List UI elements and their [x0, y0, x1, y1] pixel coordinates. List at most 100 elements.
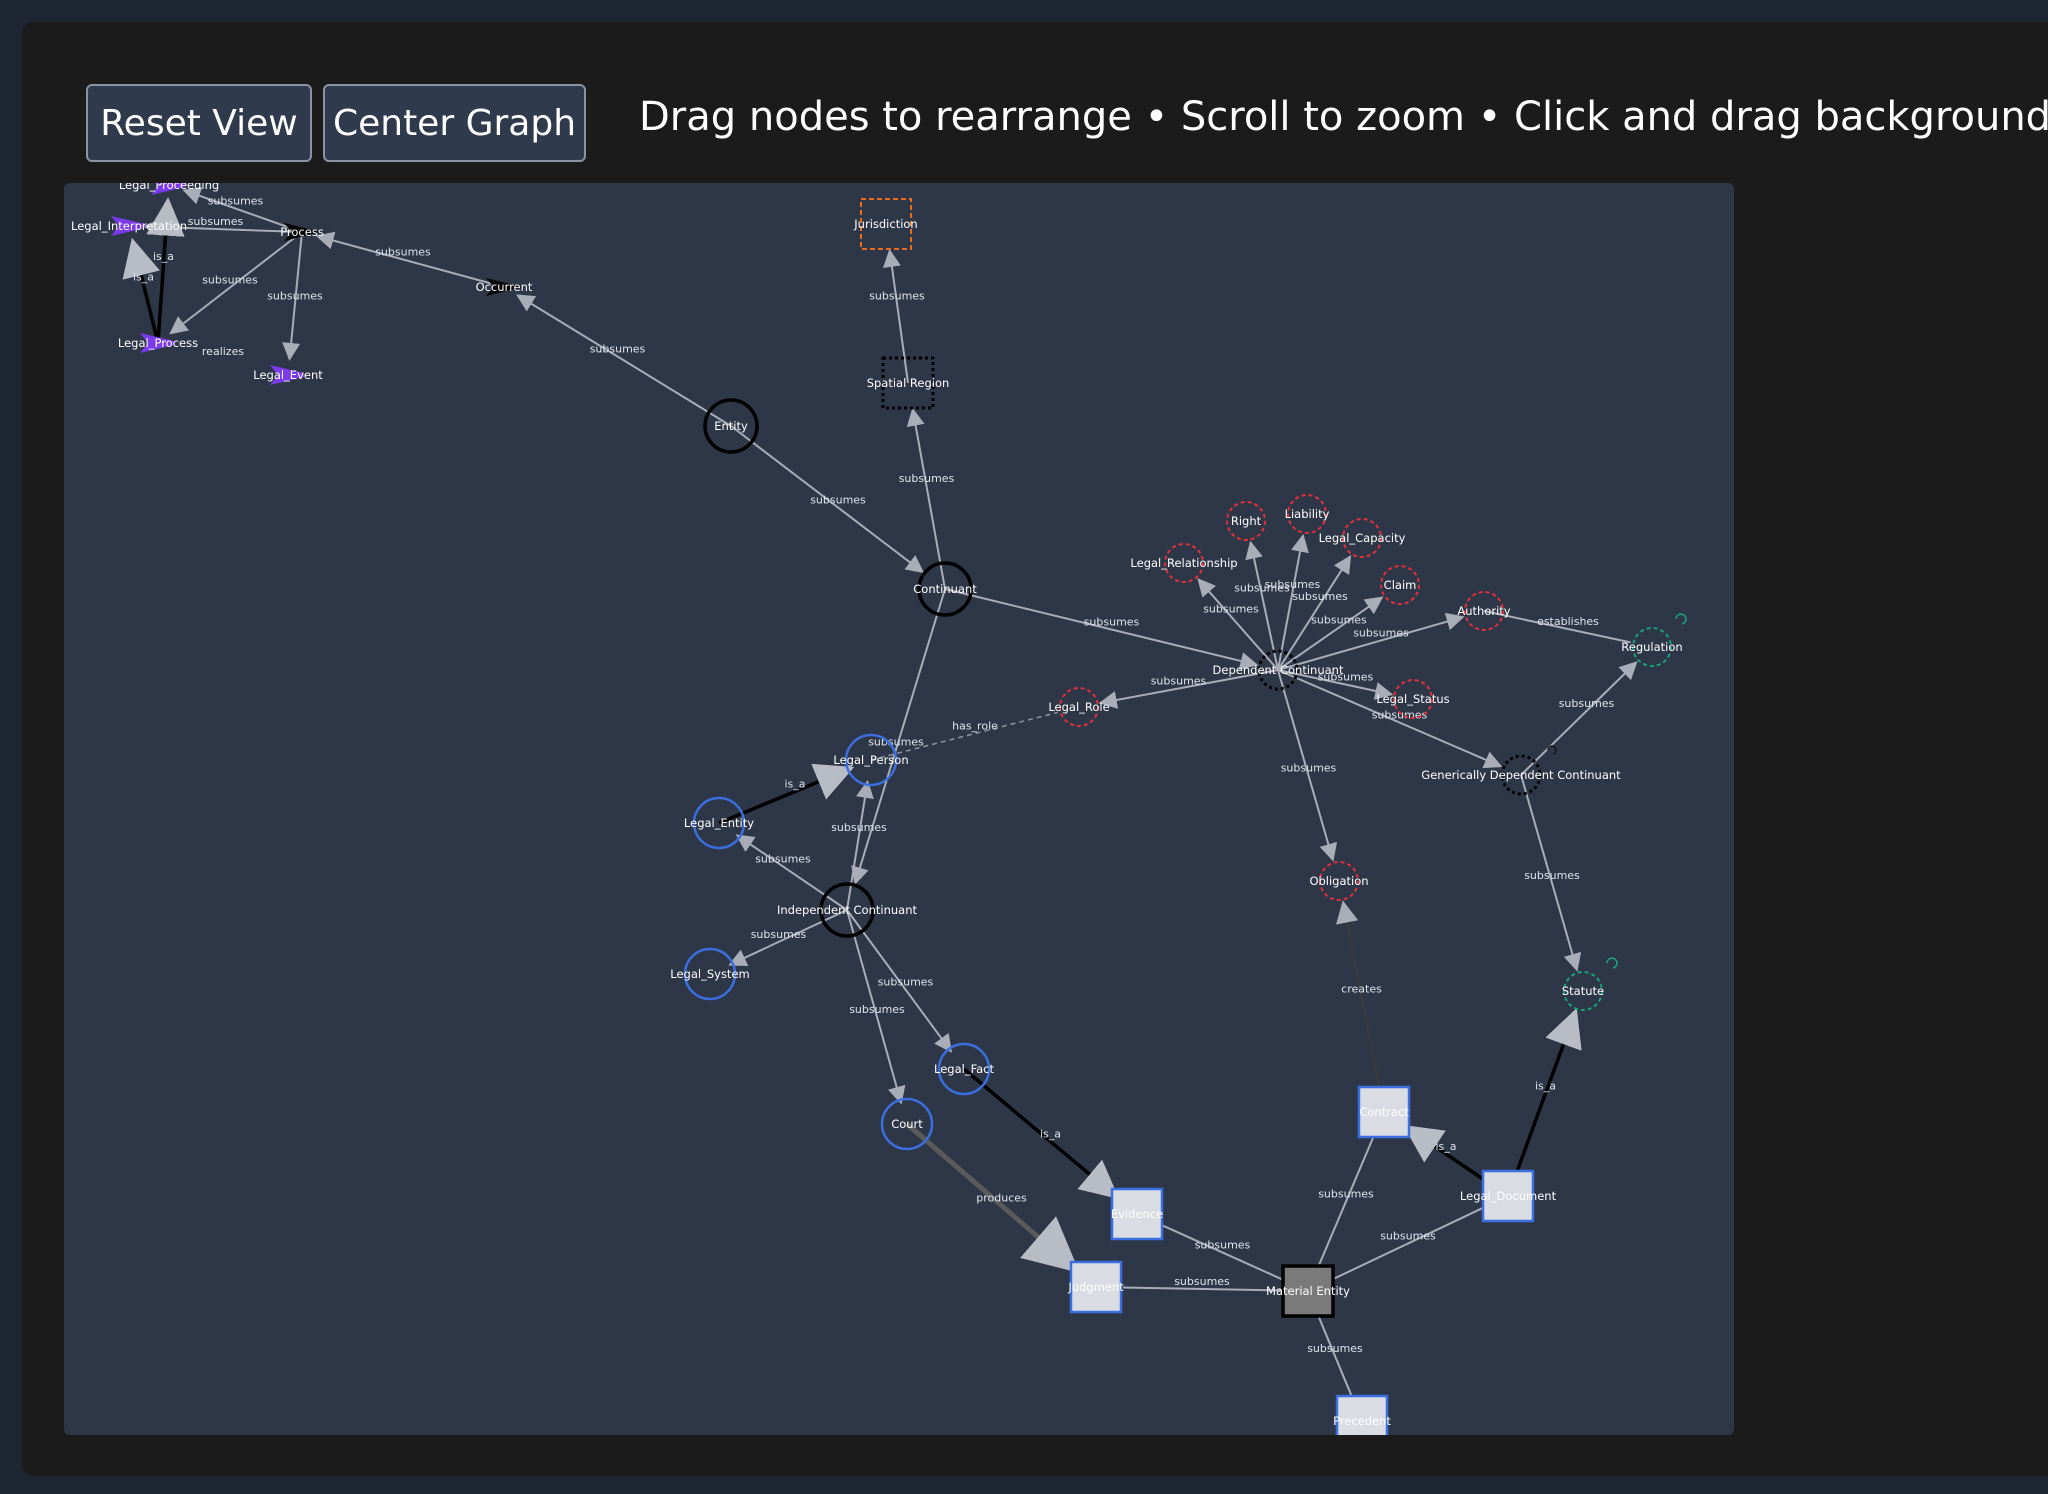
node-shape: [1632, 627, 1672, 667]
node-label: Precedent: [1333, 1414, 1391, 1428]
node-regulation[interactable]: Regulation: [1621, 613, 1687, 667]
node-shape: [1319, 861, 1359, 901]
node-label: Court: [891, 1117, 923, 1131]
node-label: Right: [1231, 514, 1262, 528]
node-entity[interactable]: Entity: [703, 398, 759, 454]
node-dependent_continuant[interactable]: Dependent Continuant: [1213, 649, 1344, 691]
node-continuant[interactable]: Continuant: [913, 561, 977, 617]
edge-independent_continuant-legal_entity: [735, 834, 848, 911]
edge-legal_document-statute: [1506, 1008, 1582, 1197]
node-legal_process[interactable]: Legal_Process: [118, 333, 198, 353]
node-shape: [683, 947, 737, 1001]
edge-independent_continuant-court: [846, 909, 906, 1105]
node-label: Legal_Entity: [684, 816, 754, 830]
node-label: Obligation: [1309, 874, 1368, 888]
node-legal_fact[interactable]: Legal_Fact: [934, 1042, 995, 1096]
node-legal_event[interactable]: Legal_Event: [253, 365, 323, 385]
node-shape: [1164, 543, 1204, 583]
node-judgment[interactable]: Judgment: [1067, 1260, 1124, 1314]
edge-label: subsumes: [202, 274, 258, 287]
node-process[interactable]: Process: [280, 223, 324, 241]
node-shape: [860, 198, 912, 250]
node-label: Legal_Capacity: [1319, 531, 1406, 545]
edge-label: establishes: [1537, 615, 1599, 628]
edge-label: subsumes: [590, 343, 646, 356]
node-label: Legal_Fact: [934, 1062, 995, 1076]
node-obligation[interactable]: Obligation: [1309, 861, 1369, 901]
edge-dependent_continuant-legal_role: [1098, 669, 1279, 709]
node-independent_continuant[interactable]: Independent Continuant: [777, 882, 918, 938]
node-shape: [1481, 1169, 1535, 1223]
node-authority[interactable]: Authority: [1457, 591, 1511, 631]
node-label: Contract: [1359, 1105, 1409, 1119]
node-liability[interactable]: Liability: [1285, 494, 1330, 534]
node-shape: [1500, 754, 1542, 796]
node-shape: [1357, 1085, 1411, 1139]
edge-label: subsumes: [1265, 578, 1321, 591]
node-label: Legal_Relationship: [1130, 556, 1237, 570]
edge-label: subsumes: [1234, 582, 1290, 595]
edge-label: realizes: [202, 345, 244, 358]
node-legal_person[interactable]: Legal_Person: [833, 733, 909, 787]
node-court[interactable]: Court: [880, 1097, 934, 1151]
edge-label: is_a: [784, 778, 805, 791]
edge-label: is_a: [1435, 1140, 1456, 1153]
node-legal_document[interactable]: Legal_Document: [1460, 1169, 1557, 1223]
node-claim[interactable]: Claim: [1380, 565, 1420, 605]
node-legal_interpretation[interactable]: Legal_Interpretation: [71, 216, 187, 236]
node-shape: [692, 796, 746, 850]
node-gdc[interactable]: Generically Dependent Continuant: [1421, 745, 1621, 796]
edge-label: is_a: [133, 271, 154, 284]
edge-label: subsumes: [1195, 1239, 1251, 1252]
node-shape: [1335, 1394, 1389, 1435]
node-label: Legal_Document: [1460, 1189, 1557, 1203]
edge-entity-occurrent: [516, 294, 732, 427]
node-statute[interactable]: Statute: [1562, 957, 1618, 1011]
node-label: Spatial Region: [867, 376, 950, 390]
node-legal_relationship[interactable]: Legal_Relationship: [1130, 543, 1238, 583]
edge-material_entity-judgment: [1122, 1286, 1309, 1292]
node-legal_capacity[interactable]: Legal_Capacity: [1319, 518, 1406, 558]
node-legal_status[interactable]: Legal_Status: [1376, 679, 1450, 719]
edge-label: subsumes: [869, 290, 925, 303]
reset-view-button[interactable]: Reset View: [86, 84, 312, 162]
node-evidence[interactable]: Evidence: [1110, 1187, 1164, 1241]
node-right[interactable]: Right: [1226, 501, 1266, 541]
node-shape: [819, 882, 875, 938]
edge-label: subsumes: [1281, 762, 1337, 775]
edge-label: subsumes: [1380, 1230, 1436, 1243]
node-occurrent[interactable]: Occurrent: [476, 278, 533, 296]
edge-independent_continuant-legal_system: [728, 909, 848, 966]
edge-label: subsumes: [868, 736, 924, 749]
edge-label: subsumes: [831, 821, 887, 834]
edge-label: subsumes: [1372, 709, 1428, 722]
edge-label: subsumes: [810, 494, 866, 507]
node-label: Legal_Status: [1376, 692, 1449, 706]
edge-dependent_continuant-legal_capacity: [1277, 555, 1352, 671]
graph-canvas[interactable]: subsumes subsumes subsumes subsumes subsumes…: [64, 183, 1734, 1435]
node-label: Entity: [714, 419, 748, 433]
node-legal_role[interactable]: Legal_Role: [1048, 687, 1110, 727]
node-label: Generically Dependent Continuant: [1421, 768, 1621, 782]
node-legal_entity[interactable]: Legal_Entity: [684, 796, 754, 850]
center-graph-button[interactable]: Center Graph: [323, 84, 586, 162]
node-spatial_region[interactable]: Spatial Region: [867, 356, 950, 410]
node-precedent[interactable]: Precedent: [1333, 1394, 1391, 1435]
node-contract[interactable]: Contract: [1357, 1085, 1411, 1139]
node-label: Dependent Continuant: [1213, 663, 1344, 677]
node-legal_system[interactable]: Legal_System: [670, 947, 750, 1001]
graph-svg[interactable]: subsumessubsumessubsumessubsumessubsumes…: [64, 183, 1734, 1435]
node-shape: [1257, 649, 1299, 691]
node-label: Material Entity: [1266, 1284, 1350, 1298]
node-shape: [1059, 687, 1099, 727]
edge-process-legal_event: [282, 231, 303, 361]
node-material_entity[interactable]: Material Entity: [1266, 1264, 1350, 1318]
node-jurisdiction[interactable]: Jurisdiction: [853, 198, 918, 250]
node-label: Regulation: [1621, 640, 1682, 654]
edge-legal_fact-evidence: [962, 1067, 1120, 1200]
node-shape: [1110, 1187, 1164, 1241]
node-shape: [151, 183, 185, 195]
edge-label: creates: [1341, 983, 1382, 996]
node-shape: [1226, 501, 1266, 541]
node-legal_proceeding[interactable]: Legal_Proceeding: [119, 183, 219, 195]
